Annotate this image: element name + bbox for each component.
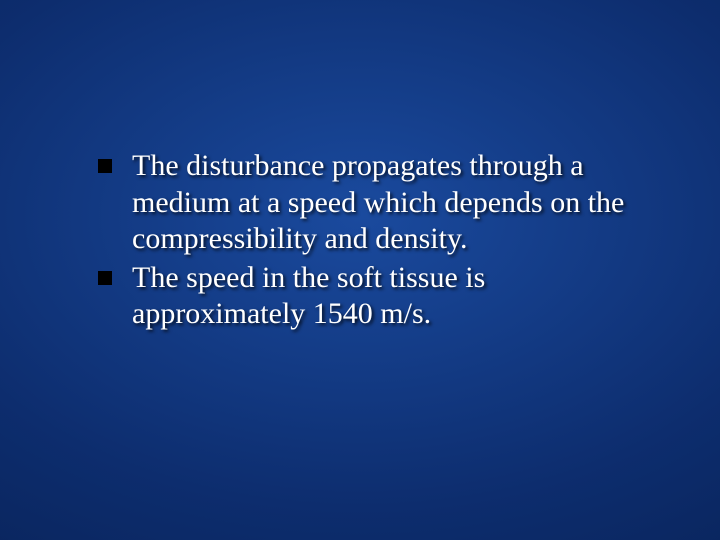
bullet-item: The disturbance propagates through a med… (98, 148, 650, 258)
slide: The disturbance propagates through a med… (0, 0, 720, 540)
bullet-text: The speed in the soft tissue is approxim… (132, 260, 650, 333)
bullet-text: The disturbance propagates through a med… (132, 148, 650, 258)
bullet-square-icon (98, 271, 112, 285)
bullet-item: The speed in the soft tissue is approxim… (98, 260, 650, 333)
bullet-square-icon (98, 159, 112, 173)
